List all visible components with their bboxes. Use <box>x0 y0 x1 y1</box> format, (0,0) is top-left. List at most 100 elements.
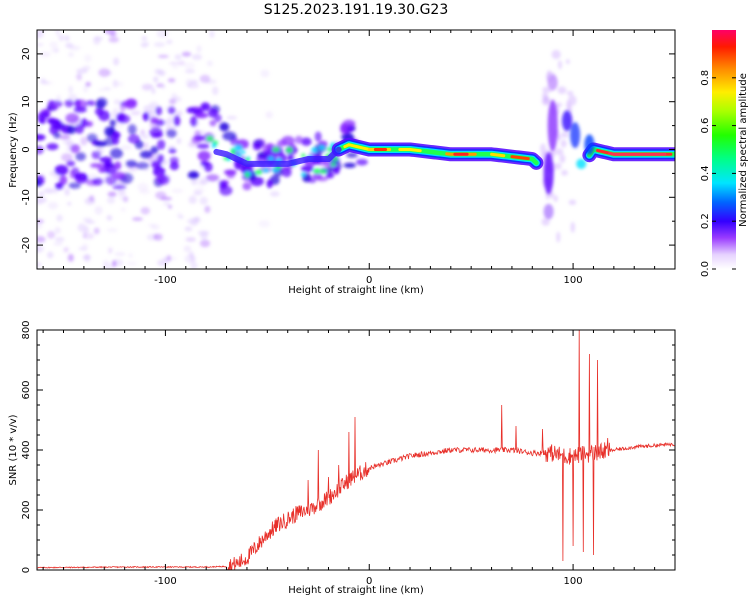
spectrogram-band-blob <box>157 154 165 163</box>
snr-x-tick-label: 100 <box>564 576 583 587</box>
spectrogram-band-blob <box>169 156 179 165</box>
spectrogram-noise-blob <box>67 253 74 262</box>
spectrogram-noise-blob <box>117 81 124 87</box>
spectrogram-noise-blob <box>166 255 172 262</box>
snr-x-tick-label: -100 <box>154 576 177 587</box>
spectrogram-vertical-blob <box>543 152 554 195</box>
spectrogram-vertical-blob <box>576 158 587 170</box>
spectrogram-noise-blob <box>76 72 83 81</box>
spectrogram-noise-blob <box>82 65 91 71</box>
spectrogram-band-blob <box>86 100 96 106</box>
spectrogram-noise-blob <box>166 39 173 45</box>
spectrogram-noise-blob <box>557 86 567 95</box>
spectrogram-noise-blob <box>38 191 45 198</box>
spectrogram-noise-blob <box>171 65 179 70</box>
spectrogram-noise-blob <box>68 52 74 57</box>
spectrogram-band-blob <box>125 160 138 168</box>
spectrogram-noise-blob <box>141 134 149 140</box>
spectrogram-noise-blob <box>560 131 569 138</box>
spectrogram-hot-blob <box>230 148 236 155</box>
snr-y-label: SNR (10 * v/v) <box>8 414 19 485</box>
spectrogram-vertical-features <box>543 74 595 220</box>
spectrogram-band-blob <box>127 134 141 144</box>
spectrogram-band-blob <box>92 177 104 186</box>
spectrogram-noise-blob <box>85 81 91 87</box>
spectrogram-band-blob <box>66 160 76 167</box>
spectrogram-band-blob <box>187 171 200 180</box>
snr-series-line <box>37 330 675 570</box>
spectrogram-band-blob <box>196 143 210 149</box>
spectrogram-noise-blob <box>147 223 156 227</box>
spectrogram-noise-blob <box>176 137 182 145</box>
spectrogram-band-blob <box>135 162 150 170</box>
figure-title: S125.2023.191.19.30.G23 <box>264 2 449 18</box>
spectrogram-band-blob <box>200 102 211 112</box>
spectrogram-noise-blob <box>47 230 56 239</box>
spectrogram-noise-blob <box>54 48 59 53</box>
spectrogram-noise-blob <box>551 49 561 60</box>
spectrogram-noise-blob <box>37 236 46 243</box>
spectrogram-band-blob <box>312 172 323 180</box>
spectrogram-hot-blob <box>301 153 306 158</box>
spectrogram-noise-blob <box>46 251 54 259</box>
spectrogram-noise-blob <box>128 252 134 259</box>
spectrogram-noise-blob <box>160 196 172 201</box>
colorbar-ticks: 0.0 0.2 0.4 0.6 0.8 <box>700 70 736 277</box>
spectrogram-band-blob <box>116 112 126 122</box>
spectrogram-band-blob <box>103 160 112 169</box>
spectrogram-noise-blob <box>193 187 205 194</box>
spectrogram-band-blob <box>112 131 120 139</box>
spectrogram-y-tick-label: -10 <box>21 189 32 205</box>
spectrogram-band-blob <box>74 124 84 134</box>
spectrogram-noise-blob <box>43 188 55 194</box>
spectrogram-noise-blob <box>559 154 566 164</box>
spectrogram-hot-blob <box>240 149 246 154</box>
snr-x-label: Height of straight line (km) <box>288 585 424 596</box>
spectrogram-noise-blob <box>541 217 550 226</box>
spectrogram-band-blob <box>190 115 198 127</box>
spectrogram-band-blob <box>54 164 69 176</box>
spectrogram-noise-blob <box>49 170 57 177</box>
spectrogram-noise-blob <box>113 99 121 105</box>
spectrogram-noise-blob <box>113 107 119 112</box>
spectrogram-band-blob <box>125 98 137 107</box>
spectrogram-noise-blob <box>104 30 116 35</box>
spectrogram-band-blob <box>205 174 220 182</box>
spectrogram-hot-blob <box>236 152 242 158</box>
spectrogram-noise-blob <box>118 194 128 201</box>
spectrogram-hot-blob <box>255 169 263 175</box>
spectrogram-noise-blob <box>132 217 143 221</box>
spectrogram-noise-blob <box>107 191 117 197</box>
spectrogram-noise-blob <box>114 251 126 257</box>
spectrogram-noise-blob <box>175 110 183 117</box>
spectrogram-band-blob <box>156 139 166 150</box>
spectrogram-noise-blob <box>106 228 118 233</box>
spectrogram-band-blob <box>226 170 236 179</box>
spectrogram-band-blob <box>222 131 237 141</box>
spectrogram-noise-blob <box>173 96 182 103</box>
spectrogram-band-blob <box>37 133 46 141</box>
spectrogram-hot-blob <box>319 169 327 174</box>
spectrogram-vertical-blob <box>584 134 595 156</box>
spectrogram-noise-blob <box>93 227 100 235</box>
spectrogram-noise-blob <box>106 196 116 204</box>
spectrogram-noise-blob <box>103 87 111 91</box>
spectrogram-vertical-blob <box>561 110 572 132</box>
snr-marks <box>37 330 675 570</box>
spectrogram-noise-blob <box>153 233 163 241</box>
spectrogram-band-blob <box>191 135 202 144</box>
spectrogram-noise-blob <box>191 53 203 61</box>
spectrogram-noise-blob <box>140 129 146 136</box>
spectrogram-noise-blob <box>137 182 149 191</box>
snr-ticks: -100 0 100 0 200 400 600 800 <box>21 320 676 587</box>
spectrogram-noise-blob <box>169 61 180 66</box>
spectrogram-band-blob <box>73 172 88 181</box>
spectrogram-noise-blob <box>561 169 568 176</box>
spectrogram-noise-blob <box>49 41 59 48</box>
spectrogram-noise-blob <box>167 205 173 209</box>
spectrogram-noise-blob <box>65 42 74 49</box>
spectrogram-noise-blob <box>59 134 71 140</box>
spectrogram-band-blob <box>39 118 46 125</box>
spectrogram-ridge-core <box>608 151 667 156</box>
